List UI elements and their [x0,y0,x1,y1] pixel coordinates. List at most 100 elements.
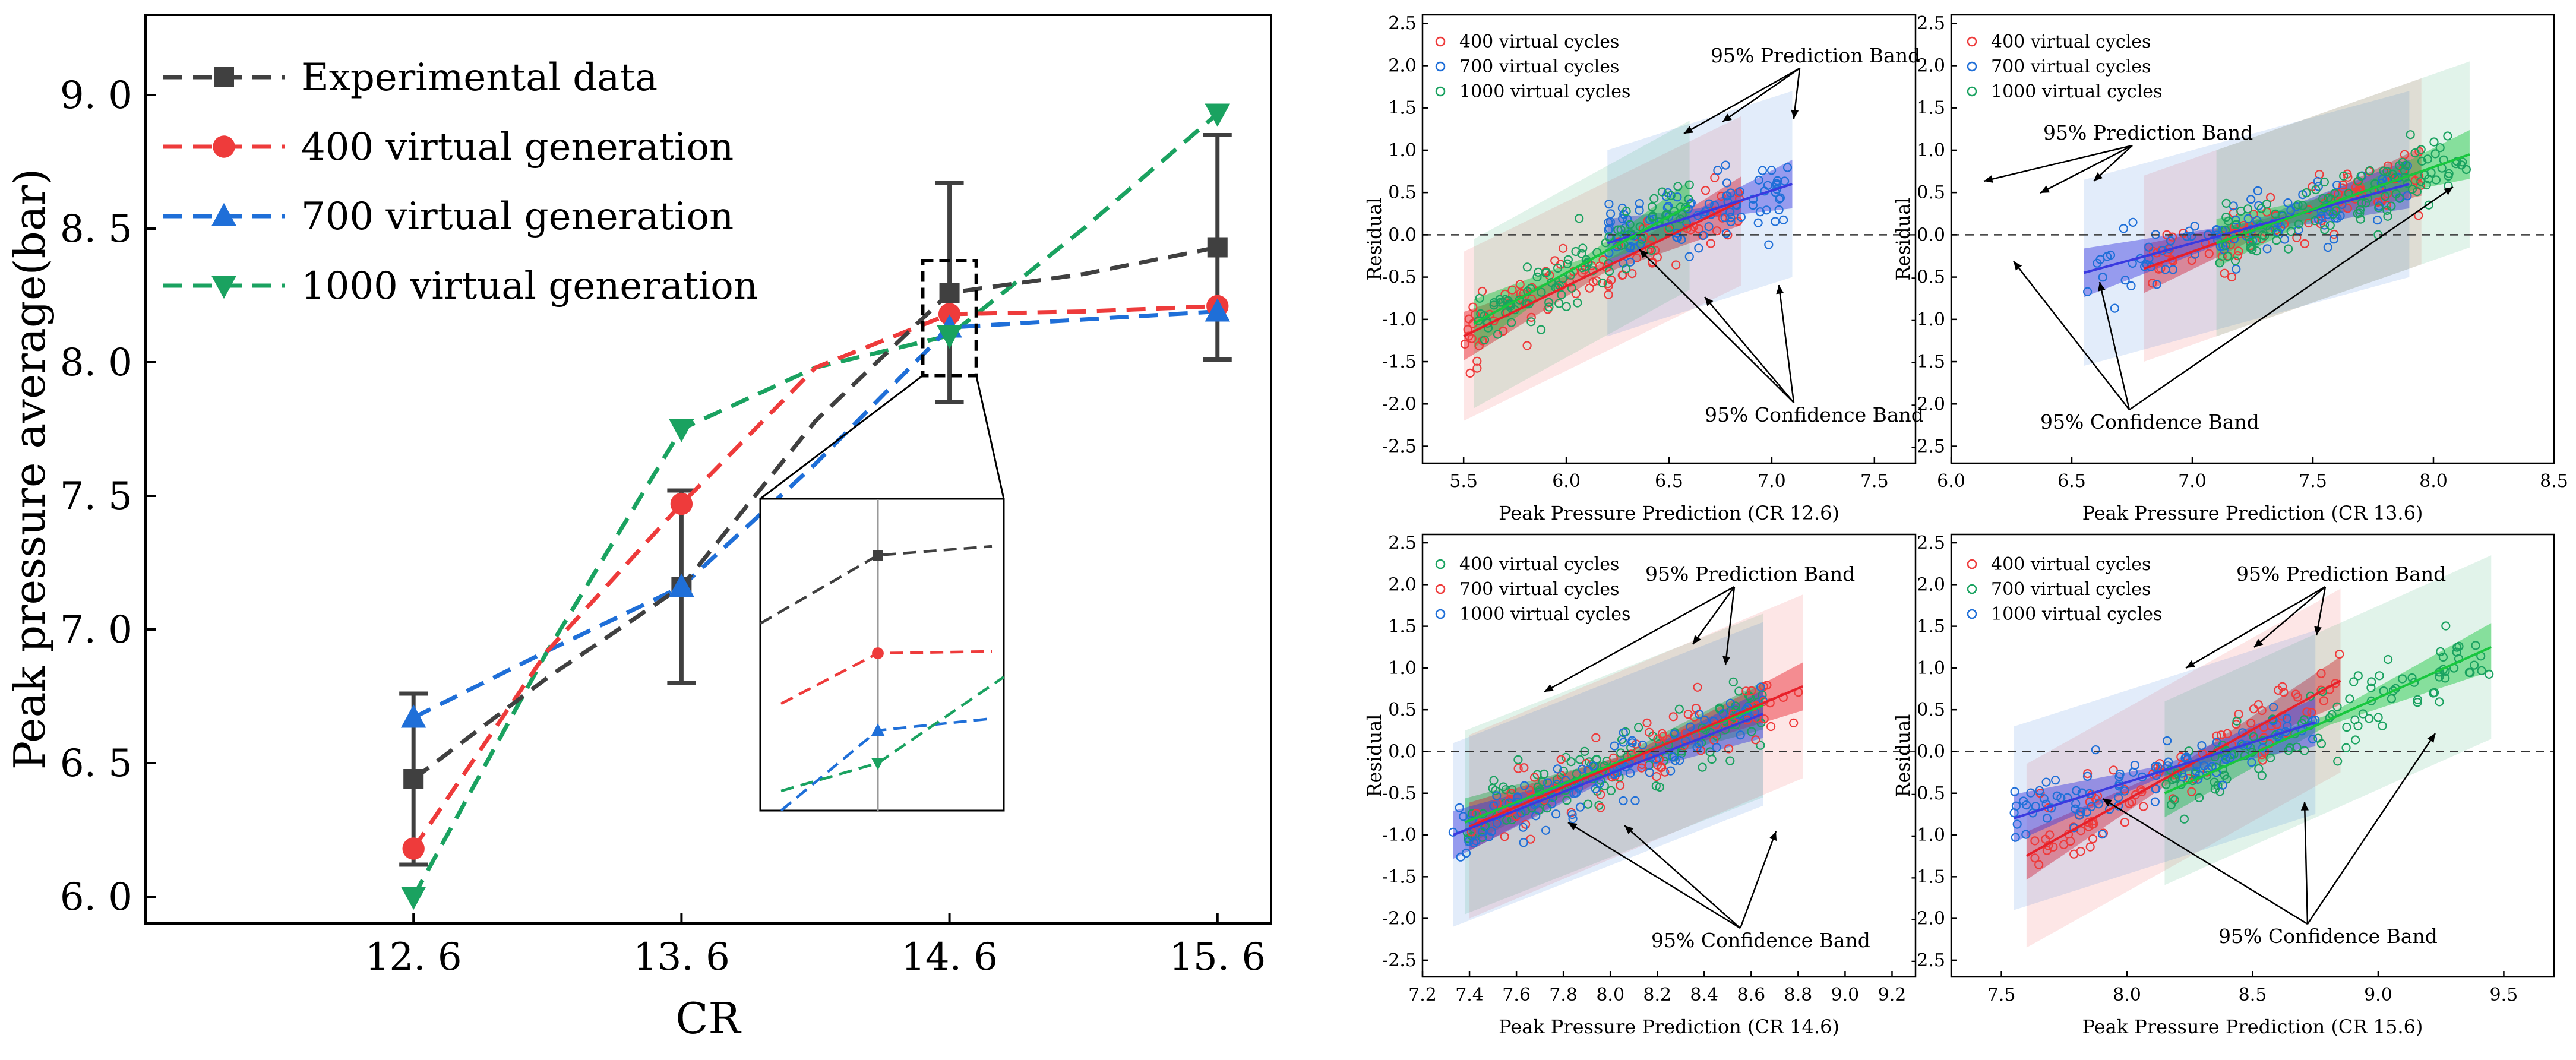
scatter-point-v700 [2164,757,2173,767]
scatter-point-v1000 [2384,654,2393,665]
scatter-point-v1000 [2271,209,2280,219]
scatter-point-v400 [1592,276,1601,286]
scatter-point-v400 [1668,712,1678,722]
scatter-point-v400 [1701,186,1711,195]
scatter-point-v400 [2233,251,2242,261]
scatter-point-v1000 [1541,268,1550,278]
legend-label-v400: 400 virtual generation [301,125,734,169]
scatter-point-v700 [2191,766,2201,776]
scatter-point-v400 [1603,279,1613,289]
zoom-inset [759,259,1005,812]
scatter-point-v700 [1673,233,1682,242]
scatter-point-v400 [1651,246,1660,255]
scatter-point-v1000 [1756,741,1765,750]
y-tick-label: -1.0 [1382,825,1417,846]
scatter-point-v1000 [1474,316,1483,325]
y-tick-label: -1.0 [1911,309,1945,330]
scatter-point-v1000 [2485,669,2494,679]
scatter-point-v700 [1767,166,1777,175]
scatter-point-v1000 [1622,207,1631,216]
scatter-point-v1000 [2256,204,2266,213]
scatter-point-v1000 [1573,298,1582,308]
scatter-point-v1000 [2320,225,2330,235]
scatter-point-v1000 [2367,677,2376,686]
scatter-point-v700 [1695,710,1704,719]
y-tick-label: -0.5 [1382,267,1417,288]
scatter-point-v700 [2221,755,2231,764]
scatter-point-v1000 [2356,214,2365,224]
scatter-point-v700 [1551,809,1561,819]
scatter-point-v400 [1596,790,1605,799]
scatter-point-v1000 [2361,198,2370,208]
y-tick-label: 2.5 [1388,533,1417,553]
point-experimental [403,769,424,789]
scatter-point-v700 [1753,218,1763,227]
scatter-point-v700 [1635,199,1644,208]
scatter-point-v400 [1653,734,1662,743]
scatter-point-v1000 [1554,299,1564,308]
scatter-point-v1000 [2407,185,2417,194]
scatter-point-v1000 [2313,733,2323,743]
scatter-point-v400 [2139,802,2148,811]
scatter-point-v1000 [1651,781,1661,791]
fit-layer [1452,685,1804,836]
main-x-tick-label: 13. 6 [633,935,730,979]
legend-label-v700: 700 virtual generation [301,195,734,239]
y-tick-label: 0.0 [1388,741,1417,762]
scatter-point-v700 [2083,287,2093,296]
annotation-arrow [2185,586,2326,669]
fit-line-v400 [2025,679,2341,857]
scatter-point-v700 [2323,242,2332,252]
scatter-point-v400 [2227,272,2237,282]
scatter-point-v1000 [2302,188,2311,198]
scatter-point-v400 [2120,818,2129,827]
scatter-point-v1000 [2236,206,2246,216]
scatter-point-v700 [1704,199,1714,208]
y-tick-label: -0.5 [1382,783,1417,804]
scatter-point-v1000 [1522,262,1532,272]
legend-label: 1000 virtual cycles [1991,81,2162,102]
scatter-point-v1000 [1747,727,1756,736]
scatter-point-v1000 [1674,704,1684,714]
scatter-point-v700 [1771,217,1780,226]
main-series-layer [399,103,1232,910]
annotation-arrow [2098,281,2131,410]
y-tick-label: 0.5 [1917,700,1945,720]
x-tick-label: 8.8 [1784,985,1813,1005]
scatter-point-v1000 [1577,249,1586,258]
panel-cr-13-6: -2.5 -2.0 -1.5 -1.0 -0.5 0.0 0.5 1.0 1.5 2.0 2.5 6.… [1892,13,2568,524]
scatter-point-v1000 [2319,177,2329,187]
scatter-point-v400 [2335,649,2344,659]
scatter-point-v1000 [1575,214,1584,223]
scatter-point-v1000 [1493,330,1503,339]
scatter-point-v700 [1712,743,1721,752]
scatter-point-v700 [2076,807,2085,817]
scatter-point-v1000 [2382,167,2392,176]
inset-line-experimental [759,545,993,625]
scatter-point-v700 [1762,205,1771,215]
scatter-point-v1000 [1499,782,1508,792]
y-tick-label: 2.0 [1917,574,1945,595]
annotation-arrowhead [2427,733,2435,743]
scatter-point-v700 [1492,791,1502,800]
scatter-point-v700 [2120,276,2130,285]
annotations: 95% Prediction Band 95% Confidence Band [1544,562,1870,952]
series-line-experimental [412,245,1218,781]
annotations: 95% Prediction Band 95% Confidence Band [2102,562,2446,948]
scatter-point-v1000 [2355,208,2365,218]
annotation-arrow [1567,821,1741,929]
y-tick-label: -1.0 [1382,309,1417,330]
scatter-point-v1000 [1637,235,1646,244]
scatter-point-v1000 [1655,782,1664,792]
annotation-arrowhead [1776,285,1784,295]
scatter-point-v1000 [2318,194,2328,204]
main-axes: 6. 0 6. 5 7. 0 7. 5 8. 0 8. 5 9. 0 12. 6 13. 6 14… [60,74,1266,979]
scatter-point-v400 [2343,172,2353,182]
scatter-point-v1000 [1507,784,1517,795]
y-axis-label: Residual [1363,197,1386,280]
scatter-point-v1000 [2443,131,2452,141]
y-tick-label: 0.0 [1917,224,1945,245]
main-line-chart: 6. 0 6. 5 7. 0 7. 5 8. 0 8. 5 9. 0 12. 6 13. 6 14… [5,14,1272,1043]
x-tick-label: 6.5 [2057,471,2086,492]
